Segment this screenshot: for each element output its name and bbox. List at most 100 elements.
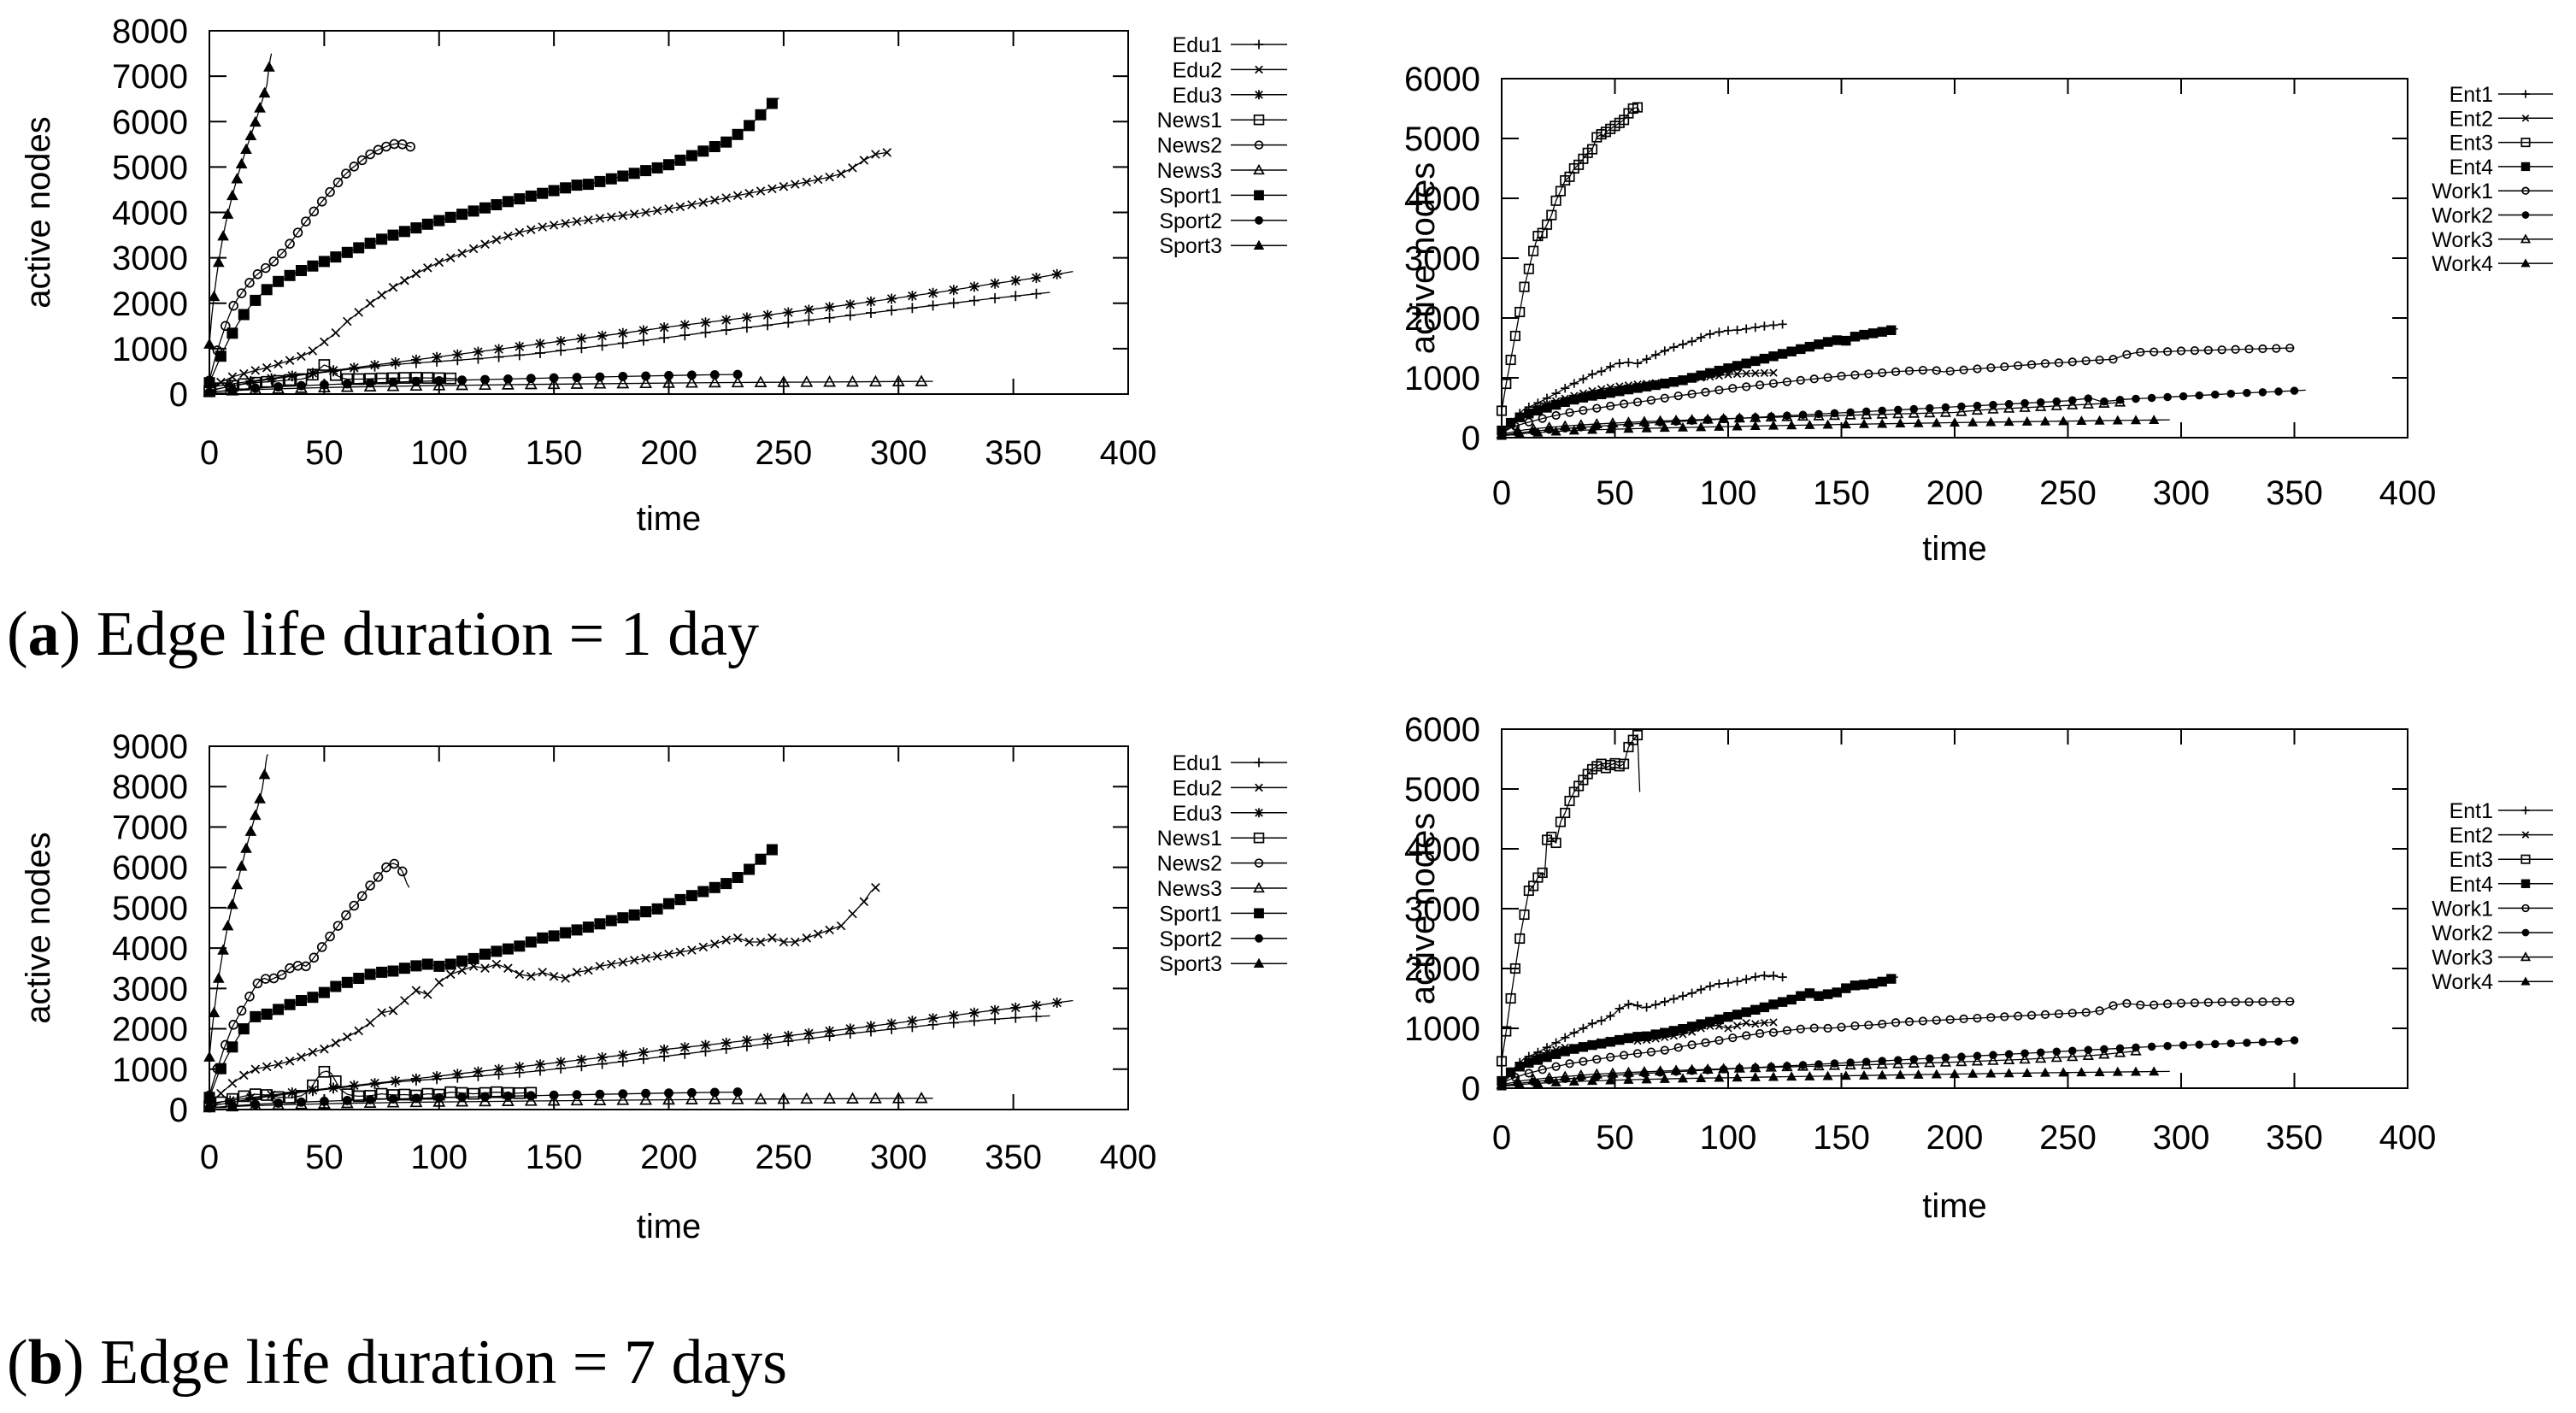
legend-label-News1: News1 (1157, 827, 1222, 851)
series-Work3-marker (1559, 1070, 1571, 1081)
caption-a-paren: ( (7, 599, 28, 669)
series-Ent1-marker (1651, 350, 1661, 360)
series-Sport1-marker (444, 211, 456, 223)
series-News3-marker (616, 376, 630, 389)
series-Sport1-marker (226, 327, 238, 339)
legend-marker-Sport3 (1253, 957, 1265, 968)
series-Sport3-marker (258, 768, 271, 780)
series-Edu2-marker (388, 1006, 398, 1016)
series-Work4-marker (1732, 421, 1743, 431)
series-Ent3-marker (1505, 354, 1516, 366)
series-Ent1-marker (1632, 359, 1643, 368)
series-Sport1-marker (674, 893, 686, 905)
series-Sport1-marker (548, 185, 560, 197)
series-Edu3-marker (576, 333, 587, 344)
series-Work3-marker (1876, 408, 1888, 419)
series-Work3-marker (1702, 413, 1714, 424)
series-Work3-marker (1987, 403, 1999, 414)
series-Edu1-marker (783, 317, 794, 328)
legend-marker-Work1 (2521, 186, 2530, 195)
series-Ent4-marker (1605, 387, 1615, 398)
series-Edu3-marker (349, 1080, 360, 1091)
series-Work1-marker (2040, 1010, 2050, 1020)
series-Ent4-marker (1524, 409, 1534, 419)
series-Ent1-marker (1742, 324, 1751, 333)
caption-b: (b) Edge life duration = 7 days (7, 1327, 787, 1399)
series-Work3-marker (1733, 412, 1745, 423)
series-Sport1-marker (560, 927, 572, 939)
series-Work1-marker (2203, 998, 2213, 1007)
series-Ent1-marker (1687, 988, 1697, 998)
series-Edu2-marker (308, 1047, 318, 1057)
series-Edu2-marker (411, 268, 421, 279)
series-Edu2-marker (779, 181, 789, 191)
series-News3-marker (479, 1094, 491, 1107)
legend-label-Ent3: Ent3 (2450, 848, 2493, 872)
series-Sport1-marker (709, 881, 720, 893)
legend-marker-Edu2 (1255, 783, 1263, 792)
x-axis-title: time (1922, 530, 1987, 568)
series-Sport3-marker (249, 809, 262, 821)
series-Sport3-marker (203, 338, 215, 349)
series-Ent4-marker (1641, 381, 1652, 392)
series-Sport2-marker (388, 1094, 398, 1104)
series-Work2-marker (2243, 388, 2251, 397)
series-Work1-marker (1864, 369, 1873, 379)
series-Work4-marker (2058, 1067, 2069, 1077)
series-Work4-marker (1804, 1070, 1815, 1080)
series-Ent1-marker (1669, 343, 1679, 352)
series-Work3-marker (1908, 1057, 1920, 1069)
series-Edu2-marker (698, 942, 709, 952)
legend-entry-Ent2: Ent2 (2450, 107, 2553, 131)
series-Work4-marker (1822, 419, 1833, 429)
series-Edu2-marker (423, 263, 432, 273)
series-Sport1-marker (766, 844, 778, 856)
series-Work1-marker (2108, 355, 2118, 364)
series-Sport3-line (209, 754, 269, 1057)
series-Sport1-marker (261, 284, 273, 296)
series-Edu3-marker (679, 1042, 691, 1053)
legend-label-Sport2: Sport2 (1159, 209, 1222, 233)
legend-marker-Ent3 (2520, 138, 2531, 148)
series-Work1-markers (1497, 343, 2295, 438)
series-Work4-marker (1532, 1078, 1544, 1088)
series-Edu3-marker (617, 1050, 628, 1061)
series-Work2-marker (2147, 393, 2156, 403)
series-Edu2-marker (457, 249, 467, 258)
series-Work1-marker (1878, 1019, 1887, 1029)
series-Work3-marker (2114, 1046, 2126, 1057)
series-Ent4-marker (1796, 344, 1806, 355)
series-Edu1-marker (990, 292, 1001, 303)
y-tick-label: 7000 (112, 809, 188, 846)
series-Edu3-marker (369, 1078, 380, 1089)
x-tick-label: 400 (2379, 1119, 2437, 1157)
legend-label-Ent1: Ent1 (2450, 799, 2493, 823)
series-Ent1-marker (1569, 1028, 1579, 1038)
series-Sport1-marker (296, 265, 307, 276)
series-News3-marker (685, 1092, 698, 1104)
series-Sport1-marker (663, 898, 674, 910)
series-Work3-marker (1733, 1062, 1745, 1073)
series-Edu3-marker (1051, 998, 1062, 1008)
series-News3-line (209, 380, 933, 392)
series-Ent3-marker (1501, 378, 1512, 390)
series-Sport2-marker (618, 1089, 628, 1099)
series-Edu3-marker (307, 368, 318, 379)
series-Ent1-marker (1561, 384, 1570, 393)
series-Edu2-marker (618, 957, 628, 967)
series-Edu3-marker (679, 320, 691, 331)
series-Edu2-marker (434, 257, 444, 268)
series-Edu2-marker (629, 956, 639, 965)
series-News3-marker (639, 1093, 653, 1105)
series-Edu3-marker (556, 1057, 567, 1068)
series-Edu2-marker (549, 971, 559, 981)
series-Ent1-marker (1569, 379, 1579, 388)
series-Ent4-marker (1623, 1033, 1634, 1044)
y-tick-label: 0 (1461, 420, 1480, 457)
series-Work1-marker (2190, 998, 2200, 1008)
series-Ent4-marker (1660, 1027, 1670, 1038)
legend-label-Sport1: Sport1 (1159, 184, 1222, 208)
series-Edu2-marker (377, 290, 386, 300)
series-Ent4-marker (1514, 412, 1525, 422)
series-Edu2-marker (250, 1064, 261, 1074)
